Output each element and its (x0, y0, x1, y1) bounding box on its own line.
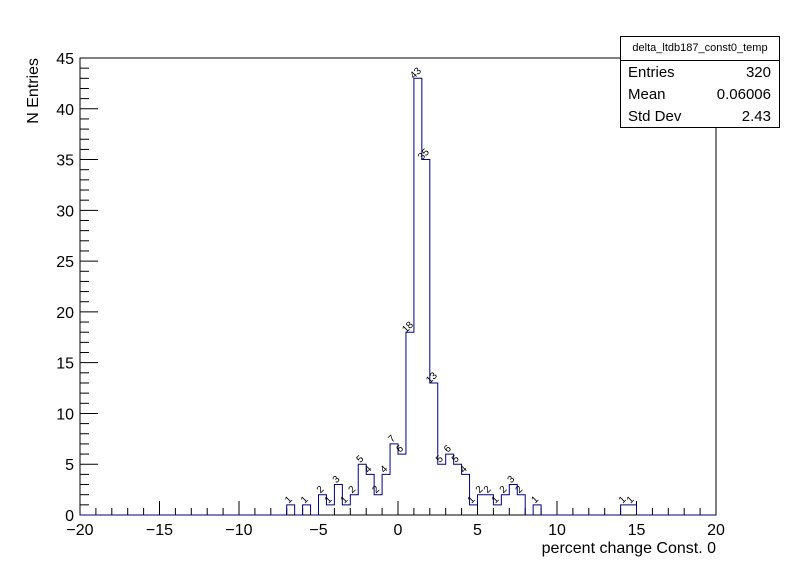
histogram-bin (398, 454, 406, 515)
histogram-bin (629, 505, 637, 515)
stats-row-stddev: Std Dev 2.43 (621, 105, 779, 127)
histogram-bins (287, 78, 637, 515)
bin-count-label: 4 (378, 463, 390, 475)
bin-count-label: 2 (371, 484, 383, 496)
histogram-bin (390, 444, 398, 515)
histogram-outline (80, 77, 716, 516)
histogram-bin (350, 495, 358, 515)
y-axis-label: N Entries (25, 58, 42, 124)
y-tick-label: 30 (56, 203, 74, 220)
histogram-bin (326, 505, 334, 515)
bin-count-label: 7 (386, 433, 398, 445)
stats-value: 2.43 (741, 108, 771, 125)
histogram-bin (303, 505, 311, 515)
histogram-bin (501, 495, 509, 515)
axes-ticks (79, 57, 717, 516)
bin-count-label: 1 (339, 494, 351, 506)
stats-value: 320 (745, 64, 771, 81)
x-tick-label: 0 (394, 522, 403, 539)
bin-count-label: 5 (450, 453, 462, 465)
x-tick-label: 15 (628, 522, 646, 539)
histogram-bin (374, 495, 382, 515)
stats-box: delta_ltdb187_const0_temp Entries 320 Me… (620, 36, 780, 128)
bin-count-label: 2 (315, 484, 327, 496)
bin-count-label: 5 (355, 453, 367, 465)
bin-count-label: 2 (482, 484, 494, 496)
histogram-bin (430, 383, 438, 515)
bin-count-label: 3 (506, 474, 518, 486)
histogram-bin (406, 332, 414, 515)
histogram-bin (438, 464, 446, 515)
y-tick-label: 45 (56, 51, 74, 68)
y-tick-label: 5 (65, 457, 74, 474)
bin-count-label: 4 (363, 463, 375, 475)
bin-count-label: 6 (394, 443, 406, 455)
x-axis-label: percent change Const. 0 (542, 540, 716, 557)
y-tick-label: 10 (56, 406, 74, 423)
x-tick-label: 20 (707, 522, 725, 539)
bin-count-label: 6 (442, 443, 454, 455)
bin-count-label: 1 (466, 494, 478, 506)
bin-count-label: 2 (514, 484, 526, 496)
bin-count-label: 3 (331, 474, 343, 486)
stats-box-title: delta_ltdb187_const0_temp (621, 37, 779, 61)
stats-row-entries: Entries 320 (621, 61, 779, 83)
histogram-bin (358, 464, 366, 515)
y-tick-label: 35 (56, 153, 74, 170)
histogram-bin (533, 505, 541, 515)
x-tick-label: −10 (225, 522, 252, 539)
histogram-bin (470, 505, 478, 515)
y-tick-label: 20 (56, 305, 74, 322)
y-tick-label: 0 (65, 508, 74, 525)
histogram-bin (517, 495, 525, 515)
x-tick-label: 10 (548, 522, 566, 539)
x-tick-label: 5 (473, 522, 482, 539)
histogram-bin (342, 505, 350, 515)
bin-count-label: 1 (490, 494, 502, 506)
histogram-bin (478, 495, 486, 515)
x-tick-label: −5 (309, 522, 327, 539)
bin-count-label: 1 (299, 494, 311, 506)
bin-count-label: 4 (458, 463, 470, 475)
y-tick-label: 25 (56, 254, 74, 271)
bin-count-label: 2 (498, 484, 510, 496)
bin-count-label: 5 (434, 453, 446, 465)
histogram-bin (493, 505, 501, 515)
y-tick-label: 15 (56, 356, 74, 373)
x-tick-label: −20 (66, 522, 93, 539)
stats-label: Mean (628, 86, 666, 103)
histogram-bin (366, 474, 374, 515)
histogram-bin (287, 505, 295, 515)
histogram-bin (382, 474, 390, 515)
bin-count-label: 2 (347, 484, 359, 496)
histogram-bin (414, 78, 422, 515)
bin-count-label: 1 (530, 494, 542, 506)
bin-count-label: 1 (283, 494, 295, 506)
histogram-bin (422, 160, 430, 515)
x-tick-label: −15 (146, 522, 173, 539)
bin-count-label: 1 (625, 494, 637, 506)
stats-label: Entries (628, 64, 675, 81)
histogram-bin (621, 505, 629, 515)
stats-value: 0.06006 (716, 86, 771, 103)
histogram-bin (454, 464, 462, 515)
stats-row-mean: Mean 0.06006 (621, 83, 779, 105)
stats-label: Std Dev (628, 108, 682, 125)
bin-count-label: 1 (323, 494, 335, 506)
y-tick-label: 40 (56, 102, 74, 119)
histogram-bin (446, 454, 454, 515)
